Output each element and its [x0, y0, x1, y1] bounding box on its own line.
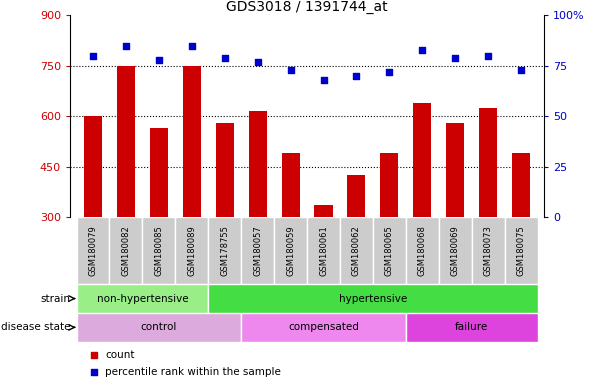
Bar [373, 217, 406, 284]
Text: GSM180061: GSM180061 [319, 225, 328, 276]
Bar [340, 217, 373, 284]
Point [483, 53, 493, 59]
Text: compensated: compensated [288, 322, 359, 333]
Bar [381, 153, 398, 318]
Text: GSM180065: GSM180065 [385, 225, 394, 276]
Bar [241, 313, 406, 342]
Bar [307, 217, 340, 284]
Text: GSM180079: GSM180079 [89, 225, 97, 276]
Point [154, 57, 164, 63]
Bar [249, 111, 267, 318]
Point [88, 53, 98, 59]
Bar [175, 217, 208, 284]
Point [518, 131, 528, 137]
Bar [413, 103, 431, 318]
Text: GSM180085: GSM180085 [154, 225, 164, 276]
Bar [142, 217, 175, 284]
Text: GSM180069: GSM180069 [451, 225, 460, 276]
Bar [274, 217, 307, 284]
Point [220, 55, 230, 61]
Point [253, 59, 263, 65]
Point [451, 55, 460, 61]
Text: non-hypertensive: non-hypertensive [97, 293, 188, 304]
Text: percentile rank within the sample: percentile rank within the sample [106, 367, 282, 377]
Bar [77, 313, 241, 342]
Text: count: count [106, 350, 135, 360]
Point [384, 69, 394, 75]
Point [319, 77, 328, 83]
Text: GSM180062: GSM180062 [352, 225, 361, 276]
Bar [77, 217, 109, 284]
Text: control: control [140, 322, 177, 333]
Text: GSM180089: GSM180089 [187, 225, 196, 276]
Text: GSM180075: GSM180075 [517, 225, 525, 276]
Bar [479, 108, 497, 318]
Bar [216, 123, 233, 318]
Text: GSM180059: GSM180059 [286, 225, 295, 276]
Bar [241, 217, 274, 284]
Bar [347, 175, 365, 318]
Bar [208, 284, 537, 313]
Text: hypertensive: hypertensive [339, 293, 407, 304]
Point [518, 288, 528, 294]
Text: GSM180082: GSM180082 [122, 225, 130, 276]
Bar [406, 313, 537, 342]
Bar [208, 217, 241, 284]
Bar [109, 217, 142, 284]
Text: GSM180073: GSM180073 [484, 225, 492, 276]
Bar [282, 153, 300, 318]
Bar [117, 66, 135, 318]
Bar [150, 128, 168, 318]
Point [286, 67, 295, 73]
Bar [84, 116, 102, 318]
Point [351, 73, 361, 79]
Text: failure: failure [455, 322, 488, 333]
Bar [472, 217, 505, 284]
Point [121, 43, 131, 49]
Bar [314, 205, 333, 318]
Bar [446, 123, 465, 318]
Bar [512, 153, 530, 318]
Bar [406, 217, 439, 284]
Bar [77, 284, 208, 313]
Bar [505, 217, 537, 284]
Point [516, 67, 526, 73]
Bar [183, 66, 201, 318]
Bar [439, 217, 472, 284]
Text: GSM180068: GSM180068 [418, 225, 427, 276]
Title: GDS3018 / 1391744_at: GDS3018 / 1391744_at [226, 0, 388, 14]
Text: GSM178755: GSM178755 [220, 225, 229, 276]
Text: disease state: disease state [1, 322, 71, 333]
Point [187, 43, 196, 49]
Point [418, 46, 427, 53]
Text: GSM180057: GSM180057 [253, 225, 262, 276]
Text: strain: strain [41, 293, 71, 304]
